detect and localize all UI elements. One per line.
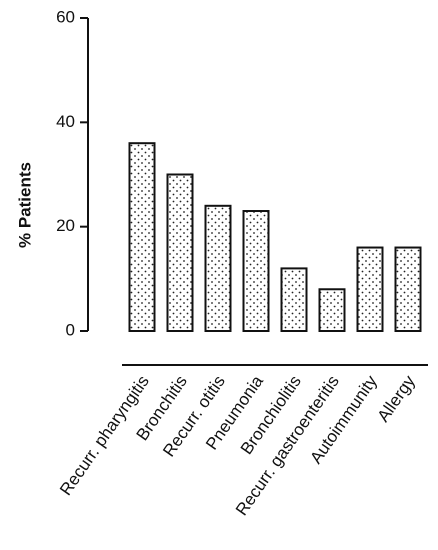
y-axis-label: % Patients [15,162,34,248]
bar [318,288,346,332]
y-tick-label: 20 [56,216,75,235]
bar [166,173,194,332]
y-tick-label: 0 [66,320,75,339]
bar [280,267,308,332]
bar [394,246,422,333]
bar [242,210,270,332]
x-tick-label: Allergy [374,372,420,426]
bar [204,204,232,332]
bar [128,142,156,332]
y-tick-label: 40 [56,112,75,131]
y-tick-label: 60 [56,7,75,26]
bar [356,246,384,333]
